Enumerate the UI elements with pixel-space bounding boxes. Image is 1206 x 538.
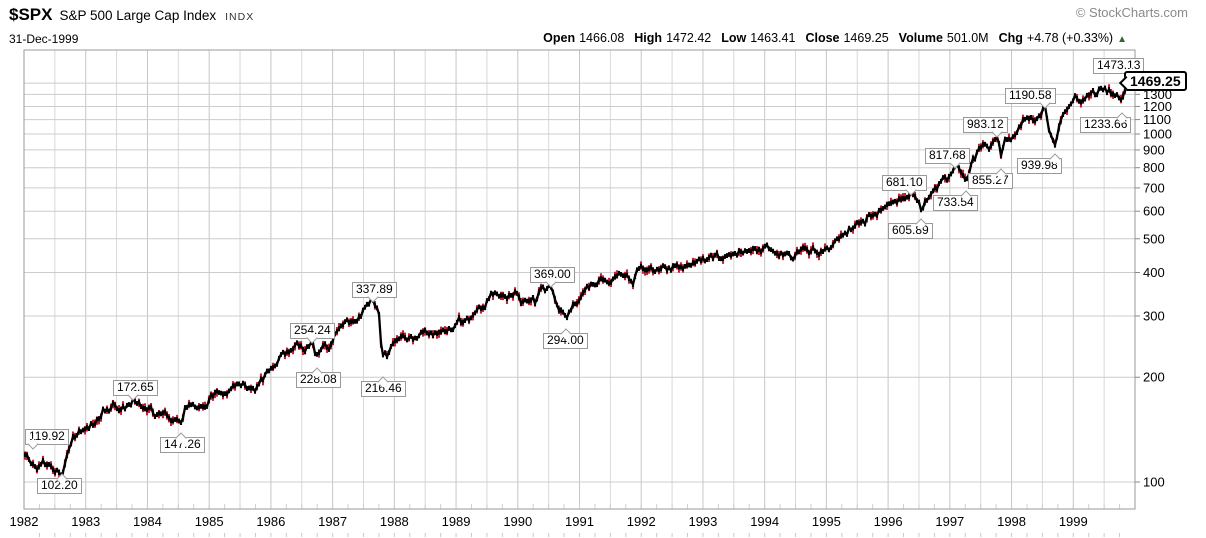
y-axis-label: 900 (1143, 142, 1165, 157)
quote-label-low: Low (721, 31, 747, 45)
y-axis-label: 1000 (1143, 127, 1172, 142)
annotation-box-681.10: 681.10 (882, 175, 927, 196)
stockcharts-credit: © StockCharts.com (1075, 5, 1188, 20)
annotation-label: 254.24 (294, 323, 331, 337)
annotation-label: 369.00 (534, 267, 571, 281)
annotation-label: 1233.66 (1084, 117, 1128, 131)
annotation-label: 681.10 (886, 175, 923, 189)
ticker-symbol: $SPX (9, 5, 53, 24)
x-axis-label: 1993 (688, 514, 717, 529)
annotation-label: 147.26 (164, 437, 201, 451)
x-axis-label: 1990 (503, 514, 532, 529)
annotation-box-119.92: 119.92 (25, 429, 69, 450)
quote-value-close: 1469.25 (843, 31, 889, 45)
annotation-label: 228.08 (300, 372, 337, 386)
down-day-ticks (23, 75, 1133, 478)
annotation-label: 172.65 (117, 380, 154, 394)
annotation-box-337.89: 337.89 (352, 282, 397, 303)
y-axis-label: 500 (1143, 231, 1165, 246)
annotation-label: 216.46 (365, 381, 402, 395)
x-axis-label: 1997 (935, 514, 964, 529)
y-axis-label: 400 (1143, 265, 1165, 280)
annotation-box-939.98: 939.98 (1017, 152, 1062, 174)
y-axis-label: 1200 (1143, 99, 1172, 114)
up-triangle-icon: ▲ (1117, 34, 1127, 45)
exchange-tag: INDX (225, 11, 255, 23)
quote-label-high: High (634, 31, 663, 45)
annotation-box-1233.66: 1233.66 (1080, 111, 1132, 133)
x-axis-label: 1994 (750, 514, 779, 529)
annotation-box-294.00: 294.00 (543, 327, 588, 349)
annotation-box-855.27: 855.27 (968, 167, 1013, 189)
chart-date: 31-Dec-1999 (9, 32, 79, 46)
y-axis-label: 300 (1143, 308, 1165, 323)
x-axis-label: 1996 (874, 514, 903, 529)
quote-value-low: 1463.41 (750, 31, 796, 45)
annotation-label: 939.98 (1021, 158, 1058, 172)
annotation-label: 817.68 (929, 148, 966, 162)
quote-bar: 31-Dec-1999 Open 1466.08 High 1472.42 Low 146… (9, 30, 1206, 47)
x-axis-label: 1983 (71, 514, 100, 529)
quote-value-chg: +4.78 (+0.33%) (1026, 31, 1114, 45)
annotation-box-733.54: 733.54 (933, 189, 978, 211)
annotation-box-605.89: 605.89 (888, 217, 933, 239)
last-price-value: 1469.25 (1130, 73, 1181, 89)
annotation-label: 119.92 (29, 429, 65, 443)
annotation-box-172.65: 172.65 (113, 380, 158, 401)
chart-title-bar: $SPX S&P 500 Large Cap Index INDX © StockC… (9, 5, 1188, 27)
y-axis-label: 1100 (1143, 112, 1171, 127)
quote-label-open: Open (543, 31, 576, 45)
x-axis-label: 1982 (10, 514, 39, 529)
annotation-box-228.08: 228.08 (296, 366, 341, 388)
annotation-box-1473.13: 1473.13 (1093, 58, 1145, 79)
quote-label-chg: Chg (998, 31, 1023, 45)
x-axis-label: 1992 (627, 514, 656, 529)
annotation-label: 102.20 (41, 478, 78, 492)
x-axis-label: 1999 (1059, 514, 1088, 529)
y-axis-label: 600 (1143, 204, 1165, 219)
annotation-box-147.26: 147.26 (160, 431, 205, 453)
y-axis-label: 700 (1143, 180, 1165, 195)
annotation-box-102.20: 102.20 (37, 472, 82, 494)
annotation-box-1190.58: 1190.58 (1005, 88, 1056, 109)
x-axis-label: 1989 (442, 514, 471, 529)
x-axis-label: 1985 (195, 514, 224, 529)
annotation-label: 294.00 (547, 333, 584, 347)
x-axis-label: 1998 (997, 514, 1026, 529)
price-line-bars (23, 76, 1133, 478)
quote-value-volume: 501.0M (946, 31, 989, 45)
annotation-label: 1190.58 (1009, 88, 1052, 102)
price-line (24, 78, 1133, 477)
annotation-box-216.46: 216.46 (361, 375, 406, 397)
x-axis-label: 1987 (318, 514, 347, 529)
annotation-box-817.68: 817.68 (925, 148, 970, 169)
annotation-box-983.12: 983.12 (963, 117, 1008, 138)
y-axis-label: 100 (1143, 475, 1165, 490)
plot-border (23, 49, 1136, 510)
ohlc-quote-strip: Open 1466.08 High 1472.42 Low 1463.41 Close 146… (543, 31, 1127, 45)
y-axis-label: 800 (1143, 160, 1165, 175)
annotation-label: 337.89 (356, 282, 393, 296)
quote-value-high: 1472.42 (666, 31, 712, 45)
index-name: S&P 500 Large Cap Index (59, 8, 217, 23)
x-axis-label: 1984 (133, 514, 162, 529)
x-axis-label: 1991 (565, 514, 594, 529)
x-axis-label: 1995 (812, 514, 841, 529)
annotation-box-369.00: 369.00 (530, 267, 575, 288)
quote-value-open: 1466.08 (579, 31, 625, 45)
x-axis-label: 1986 (256, 514, 285, 529)
x-axis-label: 1988 (380, 514, 409, 529)
annotation-box-254.24: 254.24 (290, 323, 335, 344)
quote-label-close: Close (805, 31, 840, 45)
y-axis-label: 200 (1143, 370, 1165, 385)
quote-label-volume: Volume (898, 31, 943, 45)
last-price-box: 1469.25 (1118, 71, 1187, 91)
